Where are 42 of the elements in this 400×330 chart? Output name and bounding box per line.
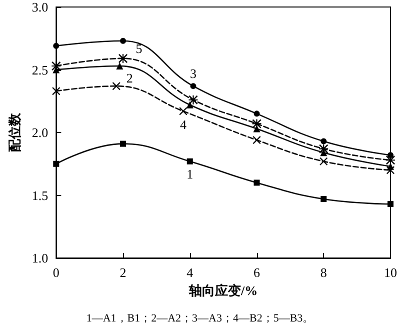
point (252, 136, 261, 144)
point (52, 87, 60, 96)
text: 1—A1，B1；2—A2；3—A3；4—B2；5—B3。 (86, 312, 314, 324)
point (186, 101, 194, 108)
series-label: 3 (190, 66, 196, 82)
point (320, 157, 328, 166)
x-tick-label: 10 (384, 265, 397, 280)
series-label: 2 (126, 70, 133, 86)
x-tick-label: 6 (254, 265, 261, 280)
point (252, 119, 262, 128)
point (254, 180, 260, 186)
series-label: 5 (136, 40, 142, 56)
x-tick-label: 4 (186, 265, 194, 280)
point (112, 82, 120, 90)
y-tick-label: 2.0 (32, 125, 48, 140)
x-tick-label: 8 (320, 265, 327, 280)
point (186, 158, 193, 164)
point (386, 156, 395, 165)
point (179, 107, 188, 116)
y-tick-label: 1.5 (32, 188, 48, 203)
x-tick-label: 2 (120, 265, 126, 280)
y-tick-label: 2.5 (32, 62, 48, 78)
x-tick-label: 0 (52, 265, 60, 280)
point (386, 166, 394, 174)
point (53, 160, 60, 167)
point (188, 95, 198, 104)
point (53, 42, 60, 49)
point (320, 138, 327, 144)
point (120, 140, 126, 147)
y-axis-title: 配位数 (7, 112, 22, 152)
y-tick-label: 3.0 (32, 0, 48, 14)
series-label: 4 (180, 117, 187, 132)
point (190, 83, 196, 90)
point (120, 38, 126, 44)
x-axis-title: 轴向应变/% (188, 282, 258, 298)
point (388, 152, 394, 158)
point (254, 110, 260, 117)
point (320, 196, 327, 202)
point (116, 62, 124, 70)
y-tick-label: 1.0 (32, 250, 48, 266)
series-label: 1 (186, 166, 194, 182)
point (388, 201, 394, 208)
